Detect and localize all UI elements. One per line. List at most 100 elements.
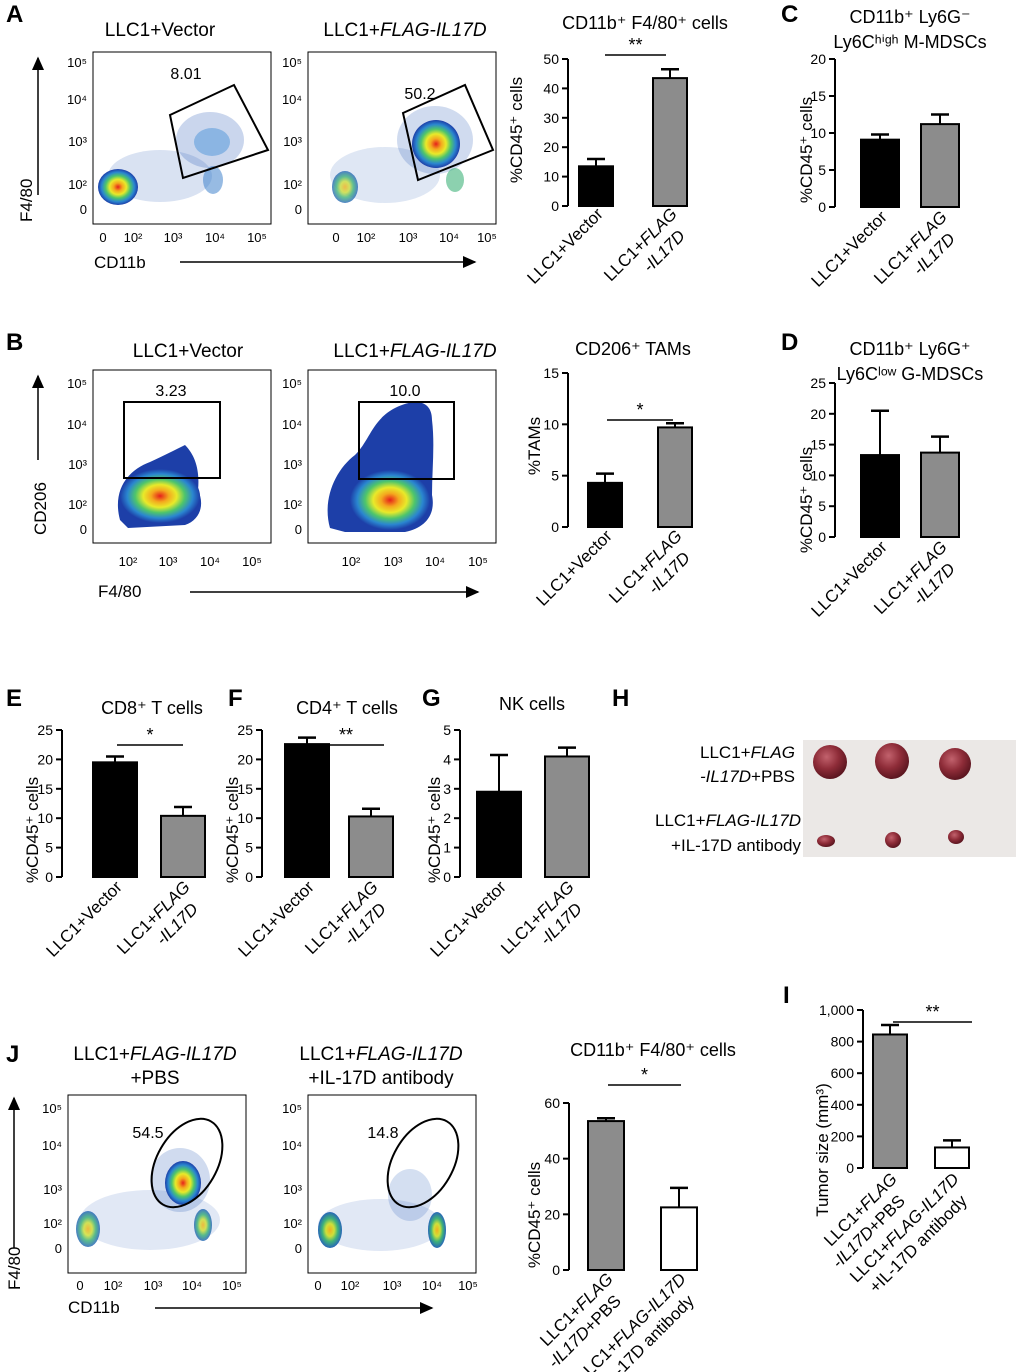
y-tick-label: 1,000 bbox=[819, 1002, 854, 1018]
tumor-photo-large bbox=[813, 743, 971, 780]
svg-text:10⁴: 10⁴ bbox=[422, 1278, 442, 1293]
svg-text:10³: 10³ bbox=[383, 1278, 402, 1293]
category-label: LLC1+Vector bbox=[43, 877, 127, 961]
bar-chart-e: CD8⁺ T cells 0 5 10 15 20 25 %CD45⁺ cells * LLC1+… bbox=[23, 698, 206, 961]
svg-text:0: 0 bbox=[295, 1241, 302, 1256]
svg-text:10²: 10² bbox=[283, 1216, 302, 1231]
svg-text:10²: 10² bbox=[357, 230, 376, 245]
chart-title: CD8⁺ T cells bbox=[101, 698, 203, 718]
y-tick-label: 20 bbox=[810, 406, 826, 422]
bar bbox=[284, 743, 330, 878]
svg-text:10⁴: 10⁴ bbox=[282, 1138, 302, 1153]
y-tick-label: 5 bbox=[245, 840, 253, 856]
y-tick-label: 50 bbox=[543, 51, 559, 67]
bar bbox=[587, 481, 623, 528]
bar-chart-d: CD11b⁺ Ly6G⁺ Ly6Cˡᵒʷ G-MDSCs 0 5 10 15 20 25 %CD… bbox=[797, 339, 983, 621]
y-tick-label: 0 bbox=[443, 869, 451, 885]
y-tick-label: 0 bbox=[818, 199, 826, 215]
bar bbox=[652, 77, 688, 207]
svg-text:10⁴: 10⁴ bbox=[67, 417, 87, 432]
flow-j-yticks: 10⁵ 10⁴ 10³ 10² 0 10⁵ 10⁴ 10³ 10² 0 bbox=[42, 1101, 303, 1256]
svg-text:10⁵: 10⁵ bbox=[42, 1101, 62, 1116]
y-tick-label: 2 bbox=[443, 810, 451, 826]
h-row2-line2: +IL-17D antibody bbox=[671, 836, 801, 855]
y-tick-label: 20 bbox=[37, 751, 53, 767]
flow-a-xaxis-label: CD11b bbox=[94, 253, 146, 272]
flow-a2-title: LLC1+FLAG-IL17D bbox=[323, 20, 486, 41]
flow-j2-title: LLC1+FLAG-IL17D bbox=[299, 1044, 462, 1065]
panel-letter-i: I bbox=[783, 982, 790, 1009]
y-tick-label: 60 bbox=[544, 1095, 560, 1111]
bar bbox=[920, 123, 960, 208]
flow-b-xaxis-label: F4/80 bbox=[98, 582, 141, 601]
panel-j-flow: LLC1+FLAG-IL17D +PBS LLC1+FLAG-IL17D +IL… bbox=[5, 1044, 478, 1317]
y-tick-label: 0 bbox=[551, 519, 559, 535]
svg-text:10⁵: 10⁵ bbox=[282, 376, 302, 391]
y-tick-label: 25 bbox=[37, 722, 53, 738]
y-axis-label: %CD45⁺ cells bbox=[425, 777, 444, 883]
flow-j-xaxis-label: CD11b bbox=[68, 1298, 120, 1317]
flow-j1-gate-value: 54.5 bbox=[132, 1125, 163, 1142]
y-tick-label: 4 bbox=[443, 751, 451, 767]
svg-text:10⁴: 10⁴ bbox=[67, 92, 87, 107]
flow-a-xticks: 0 10² 10³ 10⁴ 10⁵ 0 10² 10³ 10⁴ 10⁵ bbox=[99, 230, 497, 245]
svg-text:10⁵: 10⁵ bbox=[282, 1101, 302, 1116]
h-row2-line1: LLC1+FLAG-IL17D bbox=[655, 811, 801, 830]
flow-b1-gate bbox=[123, 401, 221, 479]
y-tick-label: 10 bbox=[543, 416, 559, 432]
svg-text:10⁵: 10⁵ bbox=[247, 230, 267, 245]
svg-text:10³: 10³ bbox=[159, 554, 178, 569]
svg-text:10⁴: 10⁴ bbox=[425, 554, 445, 569]
svg-text:10²: 10² bbox=[119, 554, 138, 569]
y-tick-label: 10 bbox=[810, 125, 826, 141]
flow-b-yaxis-label: CD206 bbox=[31, 482, 50, 535]
bar bbox=[544, 755, 590, 879]
panel-letter-f: F bbox=[228, 685, 243, 712]
svg-text:0: 0 bbox=[80, 522, 87, 537]
y-tick-label: 40 bbox=[543, 80, 559, 96]
svg-text:10³: 10³ bbox=[283, 457, 302, 472]
y-tick-label: 400 bbox=[831, 1097, 855, 1113]
svg-text:10⁵: 10⁵ bbox=[282, 55, 302, 70]
significance-mark: ** bbox=[628, 35, 642, 55]
svg-text:10²: 10² bbox=[283, 497, 302, 512]
y-tick-label: 600 bbox=[831, 1065, 855, 1081]
significance-mark: ** bbox=[925, 1002, 939, 1022]
svg-text:10⁵: 10⁵ bbox=[242, 554, 262, 569]
svg-text:0: 0 bbox=[295, 202, 302, 217]
h-row1-line2: -IL17D+PBS bbox=[700, 767, 795, 786]
svg-text:10²: 10² bbox=[43, 1216, 62, 1231]
svg-text:10⁴: 10⁴ bbox=[205, 230, 225, 245]
y-tick-label: 800 bbox=[831, 1034, 855, 1050]
flow-a2-gate-value: 50.2 bbox=[404, 86, 435, 103]
flow-a2-gate bbox=[401, 83, 495, 182]
y-tick-label: 15 bbox=[810, 88, 826, 104]
bar bbox=[657, 426, 693, 528]
y-axis-label: %TAMs bbox=[525, 417, 544, 475]
bar bbox=[872, 1033, 908, 1169]
bar bbox=[476, 790, 522, 878]
y-tick-label: 15 bbox=[37, 781, 53, 797]
svg-text:10²: 10² bbox=[104, 1278, 123, 1293]
y-tick-label: 0 bbox=[551, 198, 559, 214]
tumor-photo-small bbox=[817, 830, 964, 848]
svg-text:0: 0 bbox=[314, 1278, 321, 1293]
flow-a1-gate bbox=[168, 83, 270, 180]
y-tick-label: 20 bbox=[544, 1206, 560, 1222]
y-axis-label: Tumor size (mm³) bbox=[813, 1083, 832, 1216]
bar bbox=[348, 815, 394, 878]
panel-letter-j: J bbox=[6, 1041, 19, 1068]
svg-text:10⁴: 10⁴ bbox=[439, 230, 459, 245]
flow-b-yticks: 10⁵ 10⁴ 10³ 10² 0 10⁵ 10⁴ 10³ 10² 0 bbox=[67, 376, 303, 537]
chart-title: CD11b⁺ F4/80⁺ cells bbox=[562, 13, 728, 33]
y-tick-label: 10 bbox=[237, 810, 253, 826]
svg-text:10⁵: 10⁵ bbox=[468, 554, 488, 569]
y-tick-label: 3 bbox=[443, 781, 451, 797]
svg-text:10⁴: 10⁴ bbox=[200, 554, 220, 569]
bar bbox=[934, 1146, 970, 1169]
svg-text:0: 0 bbox=[99, 230, 106, 245]
bar bbox=[860, 138, 900, 208]
bar bbox=[860, 454, 900, 538]
